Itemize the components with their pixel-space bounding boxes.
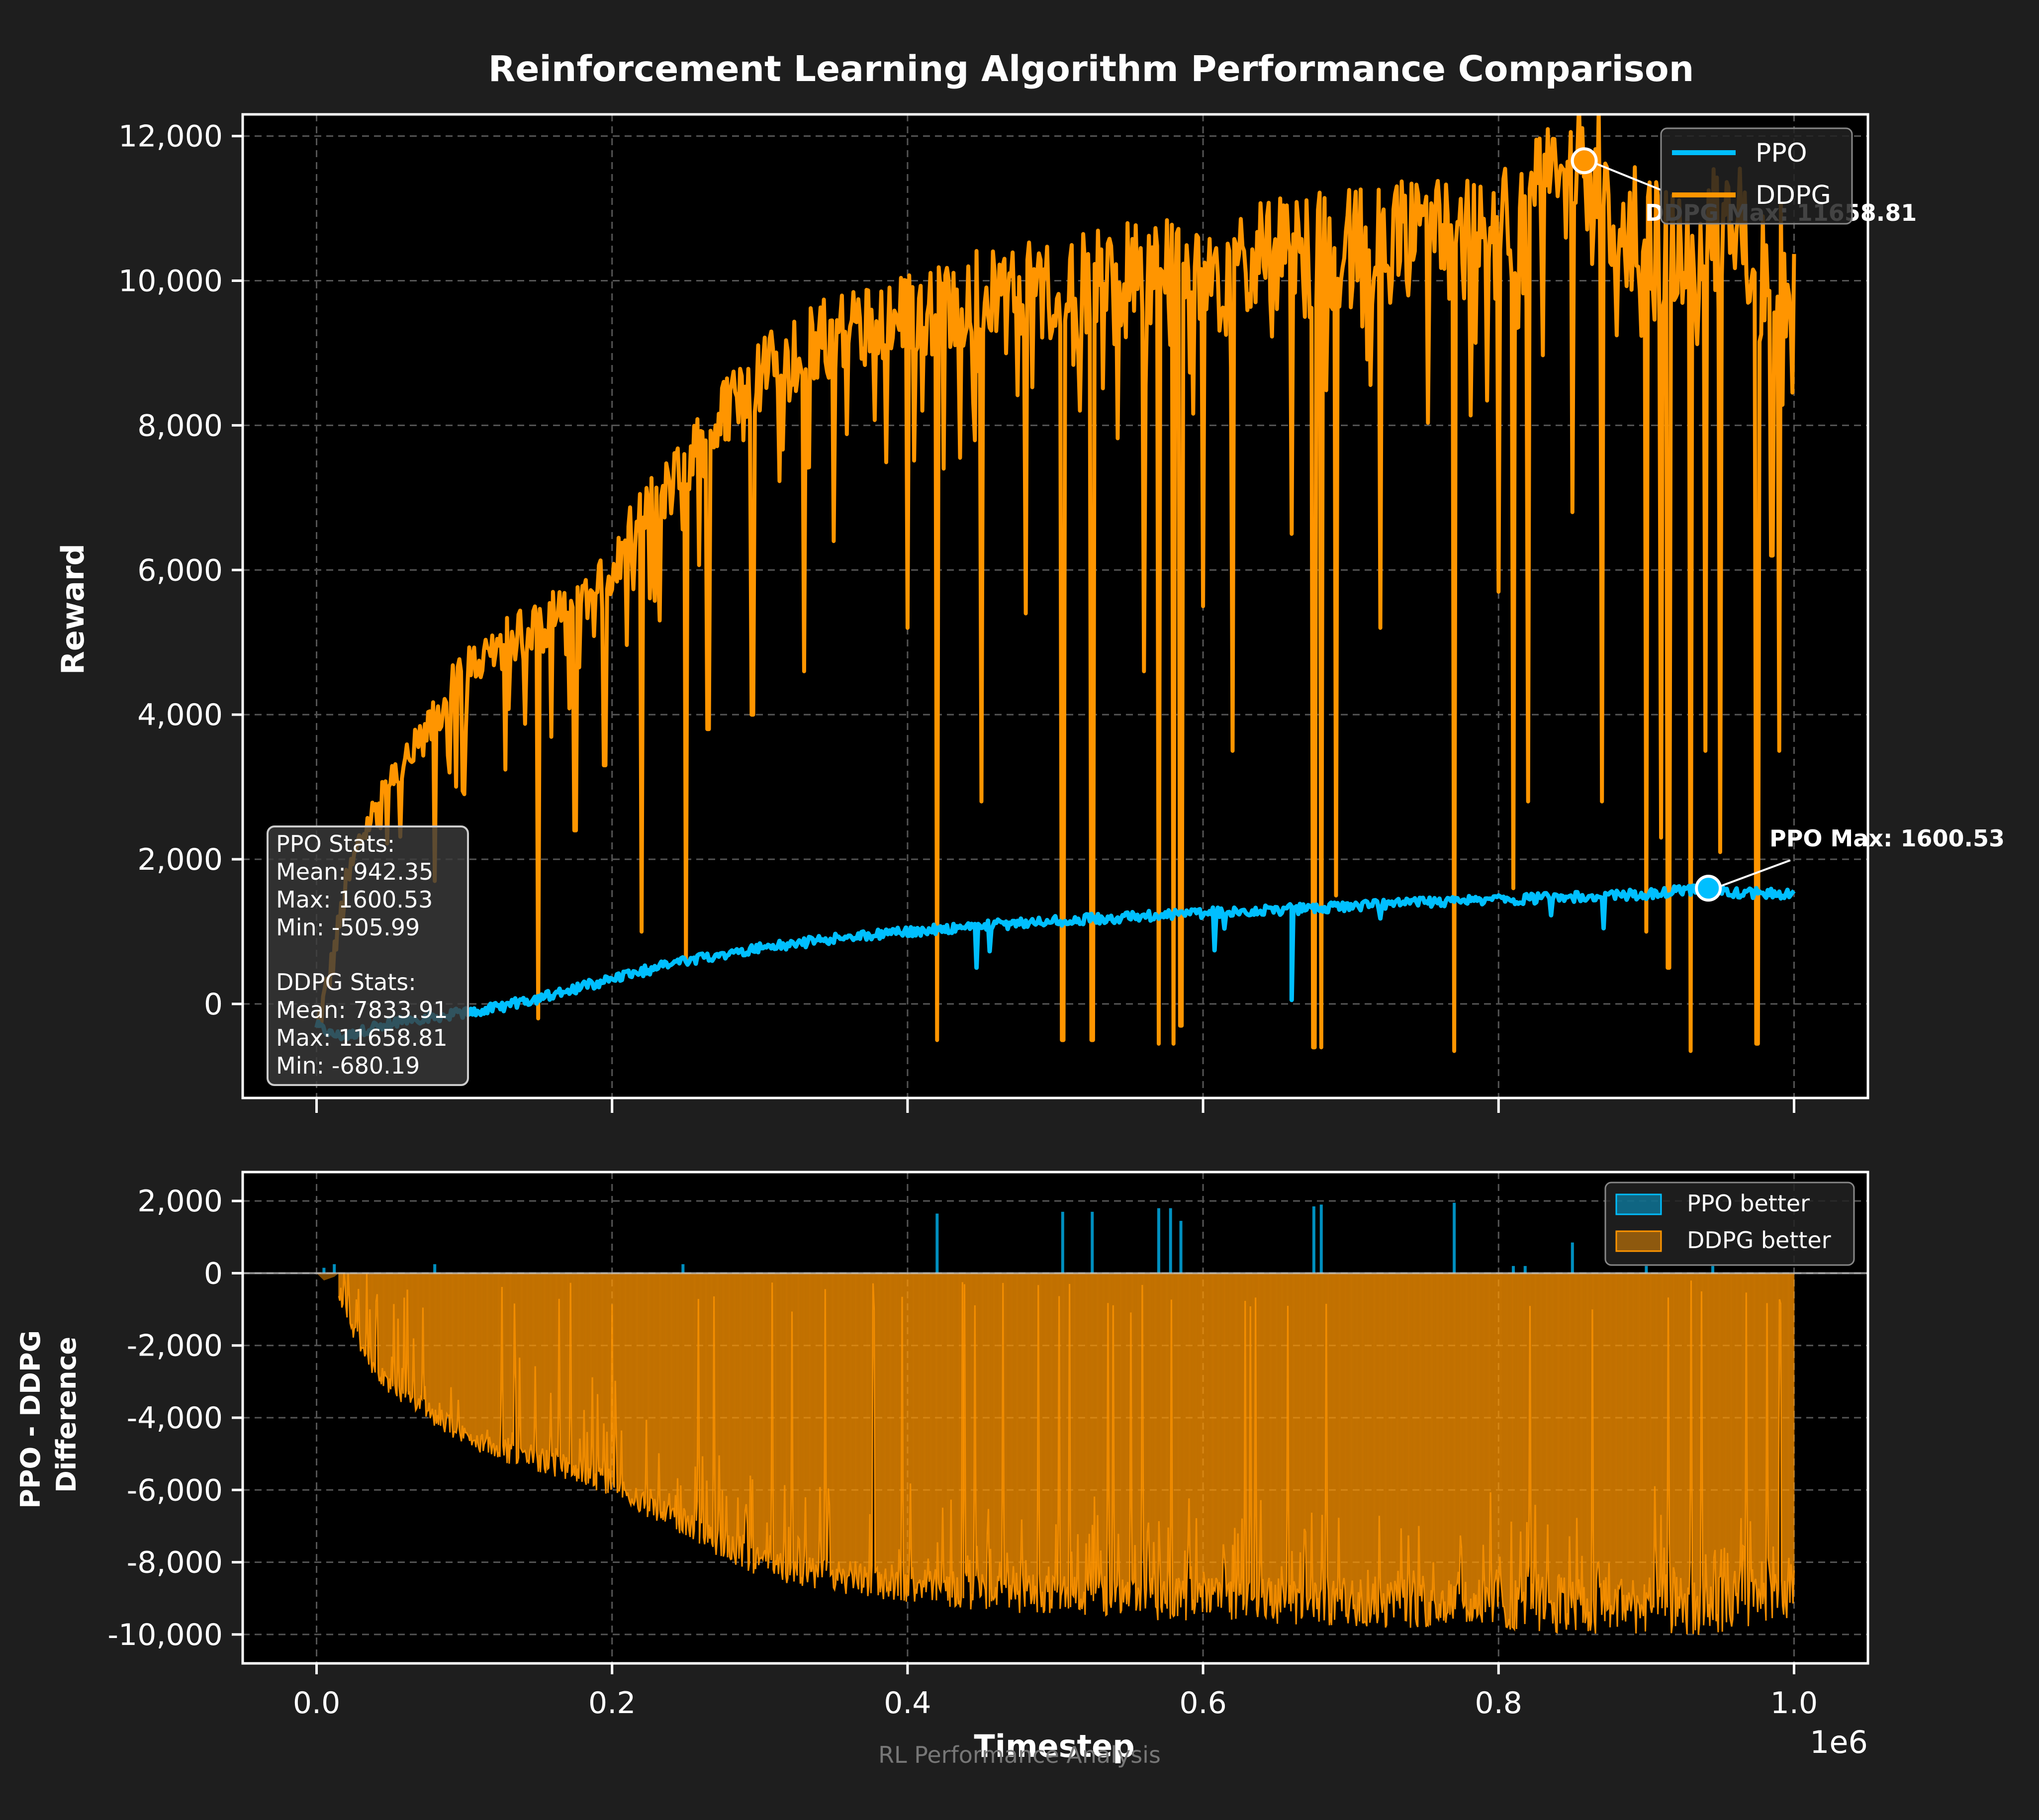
ppo-stats-min: Min: -505.99: [276, 914, 420, 941]
difference-y-axis-label-line2: Difference: [51, 1337, 82, 1493]
reward-y-tick-label: 8,000: [137, 408, 223, 443]
ppo-max-marker: [1695, 875, 1722, 902]
ddpg-better-edge: [338, 1273, 1795, 1635]
difference-y-tick-label: -2,000: [127, 1329, 223, 1364]
ddpg-stats-max: Max: 11658.81: [276, 1024, 448, 1051]
ddpg-max-arrow: [1595, 163, 1662, 191]
difference-y-tick-label: -6,000: [127, 1473, 223, 1508]
difference-x-tick-label: 0.0: [293, 1686, 340, 1721]
ddpg-better-legend-label: DDPG better: [1687, 1227, 1831, 1254]
difference-chart: -10,000 -8,000 -6,000 -4,000 -2,000 0 2,000 0.…: [15, 1171, 1869, 1764]
reward-y-tick-label: 10,000: [118, 264, 223, 299]
ddpg-series: [314, 114, 1796, 1053]
ppo-series: [314, 882, 1796, 1042]
ppo-stats-heading: PPO Stats:: [276, 830, 395, 857]
reward-y-tick-label: 0: [204, 987, 223, 1022]
difference-x-tick-label: 0.2: [588, 1686, 636, 1721]
difference-y-tick-label: 0: [204, 1256, 223, 1291]
difference-x-ticks: 0.0 0.2 0.4 0.6 0.8 1.0: [293, 1663, 1818, 1721]
ddpg-max-marker: [1571, 147, 1598, 175]
reward-y-tick-label: 12,000: [118, 119, 223, 154]
ddpg-stats-mean: Mean: 7833.91: [276, 997, 448, 1023]
ppo-stats-mean: Mean: 942.35: [276, 858, 433, 885]
ppo-better-legend-label: PPO better: [1687, 1190, 1810, 1217]
reward-series-layer: [314, 114, 1796, 1053]
difference-y-axis-label-line1: PPO - DDPG: [15, 1330, 46, 1509]
reward-y-tick-label: 2,000: [137, 842, 223, 877]
difference-legend-box: [1604, 1182, 1855, 1266]
ddpg-stats-min: Min: -680.19: [276, 1052, 420, 1079]
difference-y-ticks: -10,000 -8,000 -6,000 -4,000 -2,000 0 2,000: [107, 1184, 243, 1652]
ddpg-line: [314, 114, 1796, 1053]
reward-plot-area: [243, 114, 1868, 1098]
reward-plot-frame: [241, 113, 1869, 1099]
stats-box: PPO Stats: Mean: 942.35 Max: 1600.53 Min…: [267, 825, 469, 1086]
reward-legend: PPO DDPG: [1660, 127, 1853, 225]
ppo-max-arrow: [1720, 859, 1791, 888]
ppo-stats-max: Max: 1600.53: [276, 886, 433, 913]
x-axis-label: Timestep: [974, 1728, 1134, 1764]
ddpg-better-legend-swatch: [1615, 1230, 1662, 1252]
reward-y-tick-label: 4,000: [137, 698, 223, 732]
ppo-better-legend-swatch: [1615, 1193, 1662, 1215]
figure-title: Reinforcement Learning Algorithm Perform…: [488, 48, 1694, 90]
difference-y-axis-label: PPO - DDPG Difference: [15, 1321, 82, 1508]
stats-box-background: [267, 825, 469, 1086]
difference-y-tick-label: -10,000: [107, 1618, 223, 1652]
difference-x-tick-label: 0.4: [884, 1686, 931, 1721]
ppo-line: [314, 882, 1796, 1042]
difference-y-tick-label: -8,000: [127, 1546, 223, 1580]
difference-y-tick-label: -4,000: [127, 1401, 223, 1436]
ppo-legend-label: PPO: [1756, 138, 1807, 168]
difference-y-tick-label: 2,000: [137, 1184, 223, 1219]
watermark: RL Performance Analysis: [878, 1741, 1161, 1768]
difference-x-tick-label: 1.0: [1770, 1686, 1818, 1721]
ppo-max-label: PPO Max: 1600.53: [1769, 825, 2005, 852]
ddpg-better-early: [316, 1273, 339, 1280]
reward-y-tick-label: 6,000: [137, 553, 223, 588]
difference-x-tick-label: 0.6: [1179, 1686, 1226, 1721]
difference-series-layer: [243, 1202, 1868, 1635]
ddpg-stats-heading: DDPG Stats:: [276, 969, 416, 996]
x-scale-label: 1e6: [1810, 1724, 1868, 1760]
reward-y-ticks: 0 2,000 4,000 6,000 8,000 10,000 12,000: [118, 119, 243, 1022]
ddpg-legend-label: DDPG: [1756, 181, 1831, 210]
reward-x-ticks: [315, 1098, 1795, 1113]
ddpg-better-area: [316, 1273, 1795, 1635]
difference-legend: PPO better DDPG better: [1604, 1182, 1855, 1266]
reward-y-axis-label: Reward: [55, 544, 91, 675]
reward-chart: 0 2,000 4,000 6,000 8,000 10,000 12,000 Reward…: [55, 113, 2005, 1113]
difference-x-tick-label: 0.8: [1475, 1686, 1522, 1721]
ppo-better-spikes: [322, 1202, 1715, 1274]
